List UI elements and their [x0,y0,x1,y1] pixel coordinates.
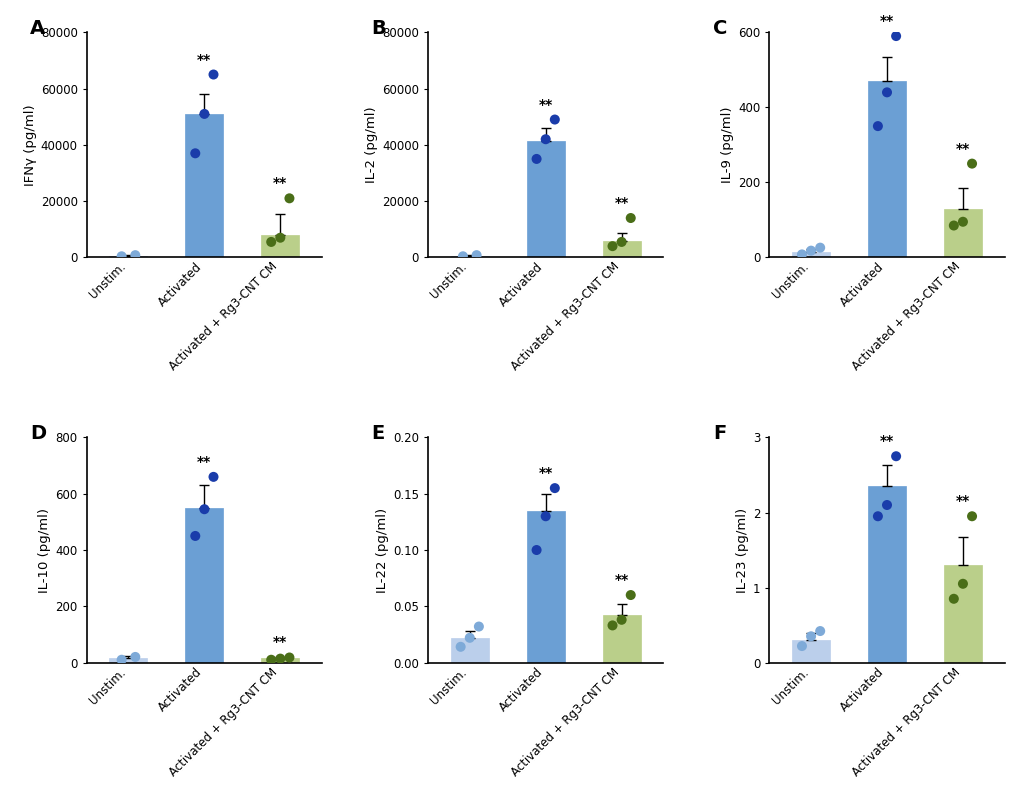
Y-axis label: IL-23 (pg/ml): IL-23 (pg/ml) [735,507,748,592]
Text: D: D [31,424,46,443]
Point [802,630,818,643]
Point [622,588,638,601]
Point [196,107,212,120]
Point [528,544,544,557]
Point [470,620,486,633]
Point [622,212,638,225]
Point [546,113,562,126]
Point [454,250,471,263]
Bar [792,640,829,663]
Point [793,248,809,261]
Point [528,153,544,166]
Point [604,619,621,632]
Point [186,529,203,542]
Point [113,250,129,263]
Point [127,249,144,262]
Point [263,654,279,667]
Point [468,249,484,262]
Point [281,191,298,204]
Bar [109,255,148,258]
Text: C: C [712,19,727,38]
Point [272,231,288,244]
Point [945,592,961,605]
Point [196,503,212,516]
Point [963,157,979,170]
Point [869,510,886,523]
Point [281,651,298,664]
Bar [109,659,148,663]
Bar [867,486,905,663]
Point [186,147,203,160]
Point [113,654,129,667]
Point [272,652,288,665]
Text: A: A [31,19,45,38]
Point [205,470,221,483]
Bar [185,114,223,258]
Text: **: ** [197,455,211,469]
Text: **: ** [955,494,969,508]
Point [604,240,621,253]
Y-axis label: IFNγ (pg/ml): IFNγ (pg/ml) [23,104,37,186]
Bar [450,255,488,258]
Text: **: ** [197,53,211,66]
Point [127,650,144,663]
Bar [943,565,981,663]
Point [954,215,970,228]
Point [878,86,895,99]
Point [963,510,979,523]
Bar [867,81,905,258]
Bar [526,141,565,258]
Point [945,219,961,232]
Point [612,613,629,626]
Point [452,641,469,654]
Point [462,631,478,644]
Point [537,510,553,523]
Bar [450,638,488,663]
Text: **: ** [273,176,287,191]
Bar [261,659,299,663]
Text: **: ** [879,435,894,448]
Point [878,499,895,511]
Text: **: ** [538,98,552,112]
Point [793,640,809,653]
Point [802,244,818,257]
Point [263,235,279,248]
Bar [602,241,640,258]
Bar [185,507,223,663]
Y-axis label: IL-9 (pg/ml): IL-9 (pg/ml) [720,107,733,183]
Point [205,68,221,81]
Text: **: ** [538,466,552,480]
Bar [792,252,829,258]
Bar [526,511,565,663]
Text: **: ** [613,196,628,210]
Point [537,133,553,145]
Text: E: E [371,424,384,443]
Point [954,578,970,591]
Y-axis label: IL-22 (pg/ml): IL-22 (pg/ml) [375,507,388,592]
Point [811,625,827,638]
Text: **: ** [613,573,628,587]
Point [546,482,562,494]
Point [888,450,904,463]
Text: **: ** [273,635,287,649]
Text: B: B [371,19,386,38]
Y-axis label: IL-2 (pg/ml): IL-2 (pg/ml) [365,107,377,183]
Text: F: F [712,424,726,443]
Text: **: ** [879,15,894,28]
Point [811,241,827,254]
Bar [602,616,640,663]
Point [869,120,886,133]
Bar [261,235,299,258]
Text: **: ** [955,141,969,156]
Y-axis label: IL-10 (pg/ml): IL-10 (pg/ml) [39,507,51,592]
Point [612,235,629,248]
Point [888,30,904,43]
Bar [943,208,981,258]
